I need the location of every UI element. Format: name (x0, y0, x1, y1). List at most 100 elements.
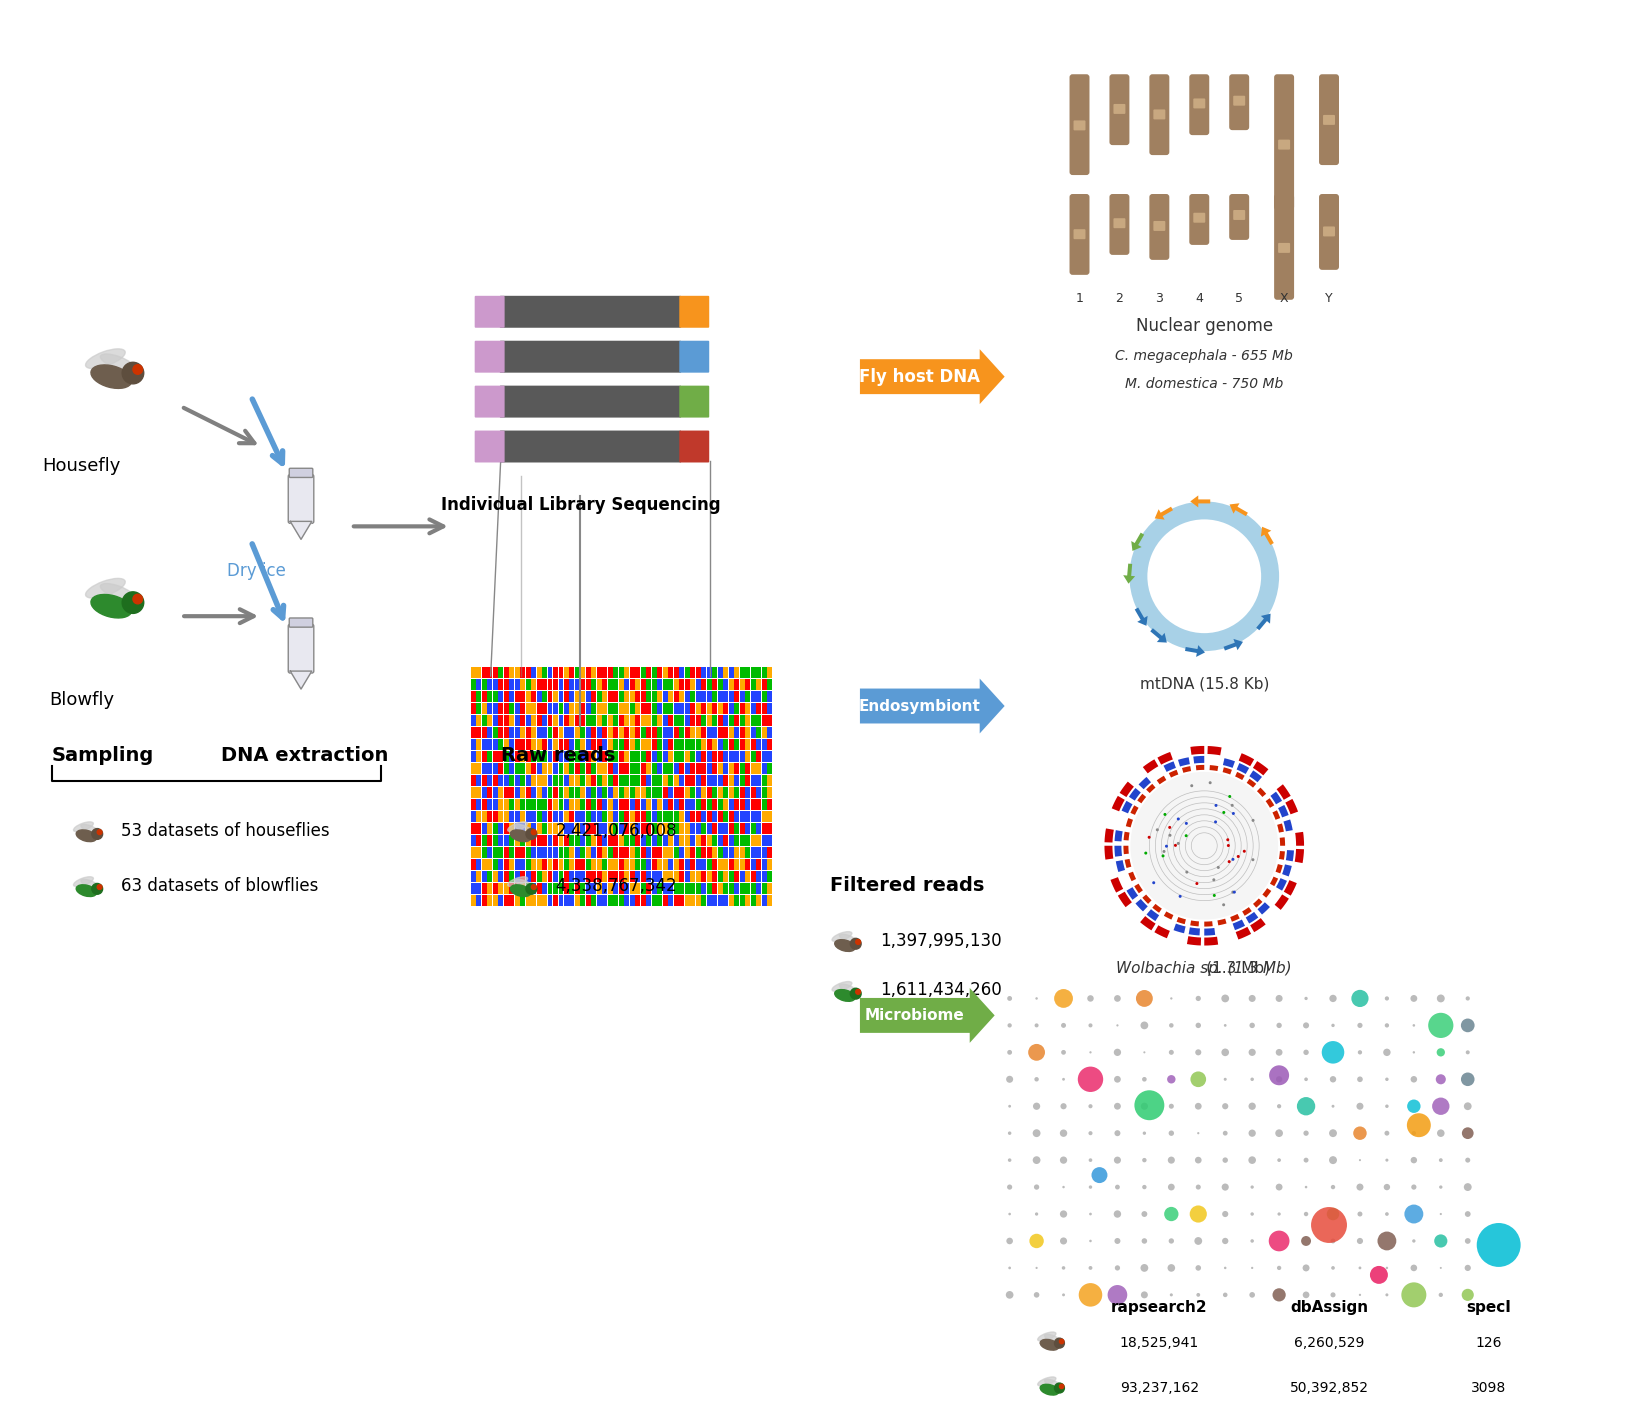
Bar (624, 716, 629, 726)
Bar (602, 858, 607, 870)
Bar (624, 692, 629, 702)
Bar (647, 836, 652, 846)
Bar (706, 811, 711, 821)
Bar (531, 883, 536, 894)
Circle shape (134, 365, 142, 374)
Bar (553, 858, 558, 870)
Bar (498, 896, 503, 906)
Bar (657, 847, 662, 857)
FancyBboxPatch shape (475, 295, 505, 328)
Text: 4: 4 (1195, 292, 1203, 305)
Bar (548, 858, 553, 870)
Circle shape (1360, 1293, 1361, 1296)
Bar (543, 799, 548, 810)
Circle shape (1165, 1206, 1178, 1221)
Bar (680, 823, 685, 834)
Circle shape (1195, 1238, 1203, 1245)
Bar (503, 811, 508, 821)
Circle shape (1196, 1022, 1201, 1028)
Circle shape (1223, 1104, 1228, 1109)
Text: Filtered reads: Filtered reads (830, 876, 985, 894)
Bar (739, 703, 744, 714)
Bar (701, 692, 706, 702)
Wedge shape (1277, 823, 1284, 833)
Bar (558, 847, 563, 857)
Bar (597, 896, 602, 906)
Circle shape (1277, 1104, 1282, 1108)
Wedge shape (1142, 894, 1152, 904)
Bar (482, 799, 487, 810)
Bar (729, 871, 734, 881)
Circle shape (1214, 804, 1218, 807)
FancyBboxPatch shape (289, 468, 314, 478)
Bar (602, 811, 607, 821)
Bar (718, 776, 723, 786)
Bar (652, 763, 657, 774)
Circle shape (1249, 995, 1256, 1002)
Bar (498, 667, 503, 679)
Bar (723, 703, 728, 714)
Bar (696, 799, 701, 810)
Bar (635, 823, 640, 834)
Bar (729, 716, 734, 726)
Circle shape (1178, 896, 1181, 898)
Bar (680, 692, 685, 702)
Bar (739, 896, 744, 906)
Bar (663, 858, 668, 870)
Bar (515, 692, 520, 702)
Circle shape (526, 884, 536, 894)
Bar (673, 752, 678, 761)
Bar (657, 703, 662, 714)
Bar (701, 716, 706, 726)
Bar (690, 703, 695, 714)
Circle shape (1358, 1212, 1363, 1216)
Wedge shape (1223, 759, 1234, 767)
Wedge shape (1134, 884, 1143, 893)
Circle shape (1332, 1185, 1335, 1189)
Circle shape (1089, 1212, 1092, 1215)
Circle shape (1465, 1051, 1470, 1054)
Wedge shape (1208, 746, 1221, 756)
Circle shape (1059, 1385, 1064, 1389)
Bar (470, 787, 475, 797)
Bar (597, 883, 602, 894)
Bar (543, 703, 548, 714)
Bar (635, 787, 640, 797)
Bar (619, 752, 624, 761)
Bar (586, 776, 591, 786)
Bar (723, 727, 728, 737)
Bar (581, 763, 586, 774)
Bar (663, 692, 668, 702)
Circle shape (1063, 1293, 1064, 1296)
Circle shape (1238, 856, 1239, 858)
Bar (746, 811, 751, 821)
Text: Housefly: Housefly (43, 456, 120, 475)
Circle shape (1140, 1263, 1148, 1272)
Bar (652, 847, 657, 857)
Bar (520, 692, 525, 702)
Bar (767, 896, 772, 906)
Circle shape (526, 829, 536, 840)
Bar (581, 823, 586, 834)
Circle shape (1224, 1078, 1226, 1081)
FancyBboxPatch shape (1279, 140, 1290, 150)
Circle shape (1173, 844, 1176, 847)
Bar (574, 752, 579, 761)
Bar (581, 847, 586, 857)
Bar (581, 787, 586, 797)
Bar (531, 692, 536, 702)
Bar (746, 739, 751, 750)
Bar (510, 716, 515, 726)
Bar (526, 739, 531, 750)
Wedge shape (1178, 757, 1190, 767)
Bar (482, 811, 487, 821)
Bar (520, 752, 525, 761)
Bar (597, 692, 602, 702)
Bar (543, 836, 548, 846)
Bar (762, 692, 767, 702)
FancyBboxPatch shape (1279, 242, 1290, 252)
Circle shape (1302, 1236, 1312, 1246)
FancyArrow shape (1135, 607, 1148, 626)
Bar (685, 811, 690, 821)
Bar (558, 716, 563, 726)
